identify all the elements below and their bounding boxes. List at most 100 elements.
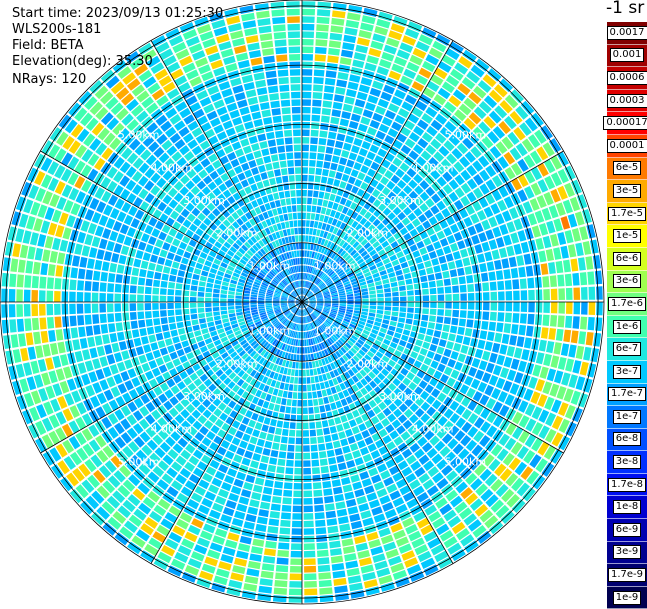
ppi-gate bbox=[152, 368, 161, 377]
ppi-gate bbox=[482, 311, 489, 320]
ppi-gate bbox=[303, 490, 312, 497]
ppi-gate bbox=[275, 39, 287, 46]
ppi-gate bbox=[512, 279, 519, 289]
ppi-gate bbox=[349, 513, 360, 522]
ppi-gate bbox=[498, 291, 505, 300]
ppi-gate bbox=[401, 262, 409, 269]
ppi-gate bbox=[491, 302, 498, 311]
ppi-gate bbox=[344, 167, 352, 175]
range-ring-label: 5.00km bbox=[118, 455, 160, 468]
ppi-gate bbox=[520, 278, 527, 288]
ppi-gate bbox=[236, 447, 245, 456]
ppi-gate bbox=[100, 314, 107, 323]
ppi-gate bbox=[302, 137, 309, 144]
ppi-gate bbox=[35, 345, 43, 358]
ppi-gate bbox=[39, 290, 46, 302]
ppi-gate bbox=[311, 115, 320, 122]
ppi-gate bbox=[17, 274, 24, 287]
ppi-gate bbox=[327, 450, 335, 458]
ppi-gate bbox=[314, 221, 319, 228]
ppi-gate bbox=[302, 24, 314, 31]
ppi-gate bbox=[161, 317, 168, 324]
ppi-gate bbox=[439, 339, 447, 347]
ppi-gate bbox=[339, 157, 347, 165]
ppi-gate bbox=[485, 229, 494, 239]
ppi-gate bbox=[474, 320, 481, 329]
ppi-gate bbox=[62, 227, 71, 239]
ppi-gate bbox=[196, 335, 204, 342]
ppi-gate bbox=[267, 194, 273, 201]
nrays-text: NRays: 120 bbox=[12, 72, 86, 87]
ppi-gate bbox=[252, 111, 262, 119]
ppi-gate bbox=[460, 302, 467, 309]
ppi-gate bbox=[246, 568, 259, 576]
ppi-gate bbox=[322, 474, 331, 481]
ppi-gate bbox=[324, 192, 330, 199]
ppi-gate bbox=[253, 485, 263, 493]
ppi-gate bbox=[239, 5, 253, 14]
ppi-gate bbox=[262, 196, 269, 204]
ppi-gate bbox=[226, 127, 236, 136]
ppi-gate bbox=[434, 353, 442, 361]
ppi-gate bbox=[242, 114, 252, 123]
ppi-gate bbox=[293, 213, 297, 220]
ppi-gate bbox=[190, 291, 197, 296]
ppi-gate bbox=[303, 460, 310, 467]
ppi-gate bbox=[290, 558, 302, 565]
ppi-gate bbox=[283, 214, 288, 221]
ppi-gate bbox=[296, 190, 301, 196]
ppi-gate bbox=[264, 441, 272, 449]
ppi-gate bbox=[146, 352, 154, 361]
ppi-gate bbox=[369, 309, 376, 313]
ppi-gate bbox=[444, 366, 453, 375]
colorbar-level-label: 0.0017 bbox=[607, 26, 647, 40]
ppi-gate bbox=[9, 274, 16, 287]
ppi-gate bbox=[230, 78, 242, 87]
ppi-gate bbox=[477, 253, 485, 262]
ppi-gate bbox=[362, 295, 369, 298]
ppi-gate bbox=[200, 276, 207, 282]
ppi-gate bbox=[144, 225, 153, 235]
ppi-gate bbox=[383, 283, 390, 288]
ppi-gate bbox=[325, 404, 331, 411]
ppi-gate bbox=[292, 513, 302, 520]
ppi-gate bbox=[350, 590, 364, 599]
ppi-gate bbox=[167, 252, 175, 260]
ppi-gate bbox=[181, 340, 189, 347]
ppi-gate bbox=[95, 226, 104, 237]
ppi-gate bbox=[337, 72, 348, 80]
ppi-gate bbox=[546, 341, 554, 353]
ppi-gate bbox=[149, 360, 158, 369]
ppi-gate bbox=[77, 292, 84, 302]
ppi-gate bbox=[56, 329, 64, 341]
ppi-gate bbox=[280, 444, 287, 451]
ppi-gate bbox=[475, 349, 483, 359]
ppi-gate bbox=[235, 296, 242, 299]
ppi-gate bbox=[596, 286, 603, 299]
ppi-gate bbox=[302, 84, 312, 91]
ppi-gate bbox=[314, 505, 324, 512]
ppi-gate bbox=[114, 303, 121, 311]
ppi-gate bbox=[509, 257, 517, 268]
ppi-gate bbox=[273, 489, 282, 496]
ppi-gate bbox=[580, 317, 587, 330]
ppi-gate bbox=[295, 235, 298, 242]
ppi-gate bbox=[338, 431, 346, 439]
ppi-gate bbox=[273, 595, 287, 602]
ppi-gate bbox=[82, 245, 90, 256]
ppi-gate bbox=[348, 82, 359, 90]
ppi-gate bbox=[543, 236, 552, 248]
ppi-gate bbox=[557, 315, 564, 327]
ppi-gate bbox=[250, 460, 259, 468]
ppi-gate bbox=[400, 297, 406, 302]
ppi-gate bbox=[291, 369, 295, 376]
ppi-gate bbox=[506, 246, 514, 257]
ppi-gate bbox=[304, 596, 317, 603]
ppi-gate bbox=[146, 319, 153, 327]
ppi-gate bbox=[192, 274, 199, 280]
ppi-gate bbox=[390, 321, 397, 327]
ppi-gate bbox=[251, 294, 258, 297]
ppi-gate bbox=[225, 63, 237, 72]
ppi-gate bbox=[354, 535, 366, 544]
ppi-gate bbox=[71, 327, 79, 338]
